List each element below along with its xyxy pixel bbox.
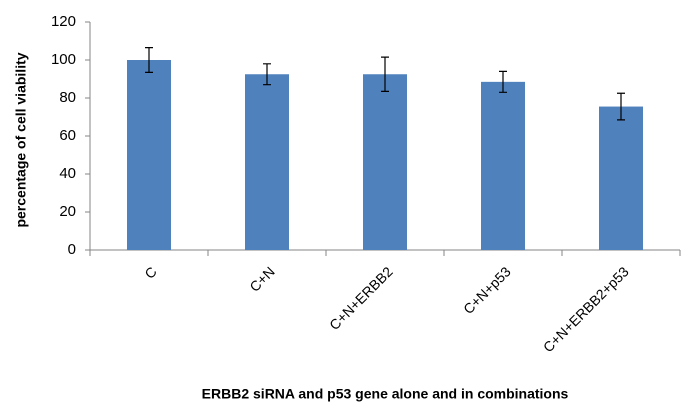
error-bar bbox=[145, 47, 153, 73]
x-tick-label: C+N bbox=[246, 263, 277, 294]
error-bar bbox=[499, 70, 507, 93]
y-axis-label: percentage of cell viability bbox=[13, 52, 29, 227]
bar bbox=[599, 106, 643, 250]
x-tick-label: C bbox=[141, 263, 159, 281]
y-tick-label: 80 bbox=[59, 89, 76, 106]
x-axis-label: ERBB2 siRNA and p53 gene alone and in co… bbox=[202, 386, 569, 402]
y-tick-label: 120 bbox=[51, 13, 76, 30]
y-tick-label: 20 bbox=[59, 203, 76, 220]
bar bbox=[245, 74, 289, 250]
x-tick-label: C+N+p53 bbox=[460, 263, 514, 317]
error-bar bbox=[381, 56, 389, 92]
error-bar bbox=[263, 63, 271, 86]
y-tick-label: 0 bbox=[68, 241, 76, 258]
x-tick-label: C+N+ERBB2 bbox=[326, 263, 396, 333]
y-tick-label: 60 bbox=[59, 127, 76, 144]
error-bar bbox=[617, 92, 625, 121]
y-tick-label: 40 bbox=[59, 165, 76, 182]
y-tick-label: 100 bbox=[51, 51, 76, 68]
bar bbox=[127, 60, 171, 250]
bar bbox=[481, 81, 525, 250]
x-tick-label: C+N+ERBB2+p53 bbox=[540, 263, 632, 355]
bar bbox=[363, 74, 407, 250]
